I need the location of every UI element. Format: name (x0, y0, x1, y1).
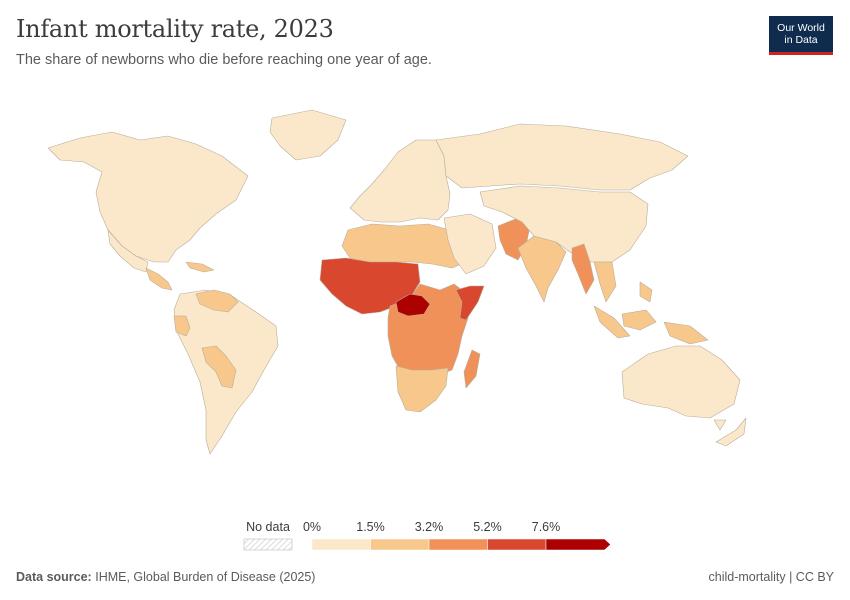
chart-subtitle: The share of newborns who die before rea… (16, 52, 432, 68)
region-caribbean[interactable] (185, 261, 215, 273)
chart-title: Infant mortality rate, 2023 (16, 15, 334, 43)
legend-no-data-swatch[interactable] (243, 538, 293, 551)
legend-bin[interactable] (487, 538, 547, 551)
region-north-africa[interactable] (341, 223, 467, 269)
logo-line-1: Our World (777, 22, 825, 34)
legend-tick-label: 3.2% (415, 520, 444, 534)
legend-bin[interactable] (311, 538, 371, 551)
legend-tick-label: 5.2% (473, 520, 502, 534)
region-venezuela[interactable] (195, 289, 239, 313)
region-bolivia[interactable] (201, 345, 237, 389)
region-greenland[interactable] (269, 109, 347, 161)
region-southern-africa[interactable] (395, 365, 449, 413)
legend-bin[interactable] (428, 538, 488, 551)
region-southeast-asia[interactable] (593, 261, 709, 345)
region-madagascar[interactable] (463, 349, 481, 389)
legend-bin[interactable] (545, 538, 611, 551)
region-russia[interactable] (435, 123, 689, 191)
legend-bin[interactable] (370, 538, 430, 551)
logo-line-2: in Data (784, 34, 818, 46)
region-india[interactable] (517, 235, 567, 303)
owid-logo[interactable]: Our World in Data (769, 16, 833, 55)
map-legend: No data 0% 1.5% 3.2% 5.2% 7.6% (243, 520, 611, 551)
source-text: IHME, Global Burden of Disease (2025) (95, 570, 316, 584)
world-map[interactable] (0, 90, 850, 490)
source-label: Data source: (16, 570, 92, 584)
region-north-america[interactable] (47, 131, 249, 263)
region-australia[interactable] (621, 345, 747, 447)
license-note[interactable]: child-mortality | CC BY (708, 570, 835, 584)
legend-tick-label: 0% (303, 520, 321, 534)
legend-no-data-label: No data (246, 520, 290, 534)
region-central-america[interactable] (145, 267, 173, 291)
region-peru[interactable] (173, 315, 191, 337)
region-mexico[interactable] (107, 229, 149, 273)
region-myanmar[interactable] (571, 243, 595, 295)
region-middle-east[interactable] (443, 213, 497, 275)
source-note: Data source: IHME, Global Burden of Dise… (16, 570, 315, 584)
region-europe[interactable] (349, 139, 451, 223)
legend-tick-label: 7.6% (532, 520, 561, 534)
region-somalia[interactable] (455, 285, 485, 321)
region-central-african-republic[interactable] (395, 293, 431, 317)
legend-tick-label: 1.5% (356, 520, 385, 534)
